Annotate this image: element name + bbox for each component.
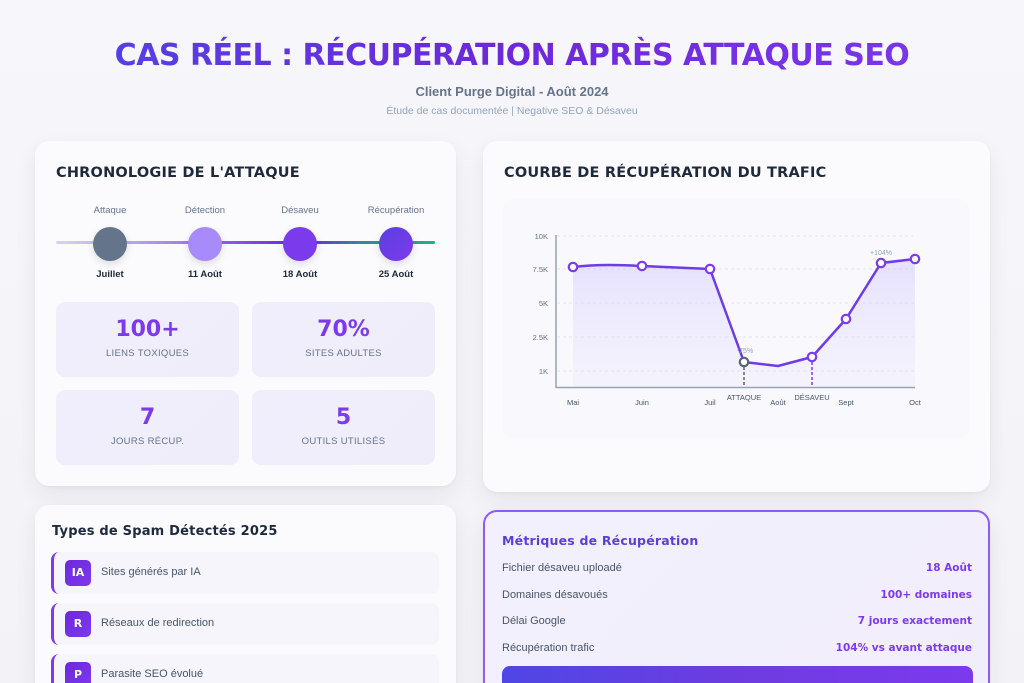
- metric-row-domains: Domaines désavoués 100+ domaines: [502, 589, 972, 607]
- svg-text:Juin: Juin: [635, 398, 649, 407]
- spam-title: Types de Spam Détectés 2025: [52, 524, 278, 539]
- svg-text:2.5K: 2.5K: [533, 333, 548, 342]
- spam-item-parasite: P Parasite SEO évolué: [51, 654, 439, 683]
- svg-text:1K: 1K: [539, 367, 548, 376]
- parasite-badge-icon: P: [65, 662, 91, 683]
- svg-text:10K: 10K: [535, 232, 548, 241]
- timeline-step-label: Détection: [184, 205, 226, 216]
- metric-value: 104% vs avant attaque: [835, 642, 972, 654]
- svg-text:DÉSAVEU: DÉSAVEU: [794, 393, 829, 402]
- metrics-highlight-banner: [502, 666, 973, 683]
- timeline-track: [56, 241, 435, 244]
- metric-value: 100+ domaines: [880, 589, 972, 601]
- timeline-card: CHRONOLOGIE DE L'ATTAQUE Attaque Juillet…: [35, 141, 456, 486]
- svg-text:ATTAQUE: ATTAQUE: [727, 393, 761, 402]
- svg-text:Août: Août: [770, 398, 786, 407]
- stat-value: 70%: [317, 317, 370, 342]
- stat-label: JOURS RÉCUP.: [110, 436, 185, 447]
- stat-value: 5: [335, 405, 352, 430]
- spam-item-label: Sites générés par IA: [101, 566, 201, 578]
- chart-title: COURBE DE RÉCUPÉRATION DU TRAFIC: [504, 165, 827, 181]
- spam-types-card: Types de Spam Détectés 2025 IA Sites gén…: [35, 505, 456, 683]
- spam-item-redirect: R Réseaux de redirection: [51, 603, 439, 645]
- page-tagline: Étude de cas documentée | Negative SEO &…: [386, 105, 638, 117]
- x-axis-ticks: Mai Juin Juil ATTAQUE Août DÉSAVEU Sept …: [567, 393, 922, 407]
- stat-label: OUTILS UTILISÉS: [301, 436, 386, 447]
- redirect-badge-icon: R: [65, 611, 91, 637]
- metric-key: Fichier désaveu uploadé: [502, 562, 622, 574]
- stat-toxic-links: 100+ LIENS TOXIQUES: [56, 302, 239, 377]
- y-axis-ticks: 10K 7.5K 5K 2.5K 1K: [533, 232, 548, 376]
- timeline-title: CHRONOLOGIE DE L'ATTAQUE: [56, 165, 300, 181]
- svg-text:Juil: Juil: [704, 398, 716, 407]
- svg-text:5K: 5K: [539, 299, 548, 308]
- recovery-gain-annotation: +104%: [870, 250, 892, 257]
- svg-text:Sept: Sept: [838, 398, 854, 407]
- metric-row-google-delay: Délai Google 7 jours exactement: [502, 615, 972, 633]
- timeline-step-date: 11 Août: [188, 269, 222, 280]
- svg-text:7.5K: 7.5K: [533, 265, 548, 274]
- ai-badge-icon: IA: [65, 560, 91, 586]
- metric-key: Délai Google: [502, 615, 566, 627]
- timeline-step-desaveu: Désaveu 18 Août: [255, 205, 345, 280]
- timeline-dot-icon: [283, 227, 317, 261]
- page-title: CAS RÉEL : RÉCUPÉRATION APRÈS ATTAQUE SE…: [0, 36, 1024, 76]
- timeline-dot-icon: [93, 227, 127, 261]
- metrics-title: Métriques de Récupération: [502, 533, 699, 548]
- svg-text:Oct: Oct: [909, 398, 922, 407]
- timeline-dot-icon: [188, 227, 222, 261]
- stat-label: LIENS TOXIQUES: [105, 348, 190, 359]
- timeline-step-detection: Détection 11 Août: [160, 205, 250, 280]
- traffic-line-chart: 10K 7.5K 5K 2.5K 1K -75% +104%: [533, 232, 922, 407]
- timeline-step-date: 25 Août: [378, 269, 414, 280]
- timeline-step-label: Attaque: [93, 205, 127, 216]
- svg-text:Mai: Mai: [567, 398, 579, 407]
- recovery-metrics-card: Métriques de Récupération Fichier désave…: [483, 510, 990, 683]
- stat-adult-sites: 70% SITES ADULTES: [252, 302, 435, 377]
- metric-row-disavow-upload: Fichier désaveu uploadé 18 Août: [502, 562, 972, 580]
- timeline-step-label: Récupération: [367, 205, 425, 216]
- timeline-step-date: Juillet: [96, 269, 124, 280]
- stat-value: 100+: [115, 317, 180, 342]
- metric-value: 7 jours exactement: [857, 615, 972, 627]
- attack-drop-annotation: -75%: [737, 348, 753, 355]
- stat-recovery-days: 7 JOURS RÉCUP.: [56, 390, 239, 465]
- metric-row-traffic-recovery: Récupération trafic 104% vs avant attaqu…: [502, 642, 972, 660]
- stat-label: SITES ADULTES: [305, 348, 382, 359]
- stat-value: 7: [139, 405, 156, 430]
- timeline-step-label: Désaveu: [281, 205, 319, 216]
- metric-key: Domaines désavoués: [502, 589, 608, 601]
- timeline-dot-icon: [379, 227, 413, 261]
- spam-item-label: Réseaux de redirection: [101, 617, 215, 629]
- metric-value: 18 Août: [925, 562, 972, 574]
- metric-key: Récupération trafic: [502, 642, 595, 654]
- timeline-step-date: 18 Août: [282, 269, 318, 280]
- spam-item-ai: IA Sites générés par IA: [51, 552, 439, 594]
- page-subtitle: Client Purge Digital - Août 2024: [415, 84, 609, 99]
- spam-item-label: Parasite SEO évolué: [101, 668, 204, 680]
- stat-tools-used: 5 OUTILS UTILISÉS: [252, 390, 435, 465]
- traffic-chart-card: COURBE DE RÉCUPÉRATION DU TRAFIC 10K 7.5…: [483, 141, 990, 492]
- timeline-step-recuperation: Récupération 25 Août: [351, 205, 441, 280]
- timeline-step-attaque: Attaque Juillet: [65, 205, 155, 280]
- page-header: CAS RÉEL : RÉCUPÉRATION APRÈS ATTAQUE SE…: [0, 36, 1024, 117]
